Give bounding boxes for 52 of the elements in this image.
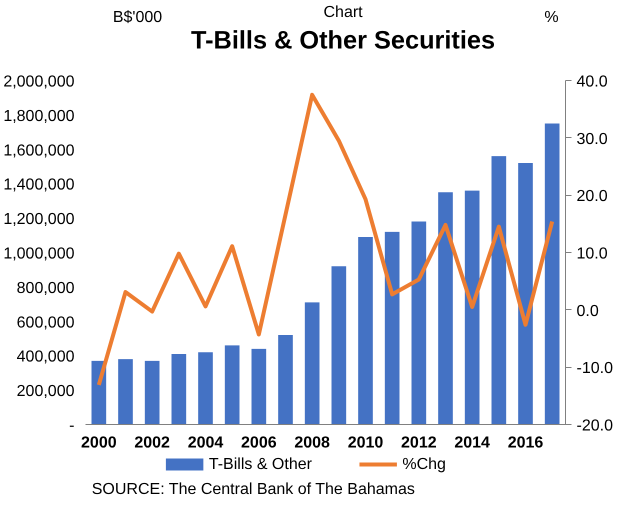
y2-tick-label: 0.0 — [576, 302, 599, 320]
line-series — [96, 92, 554, 387]
y2-axis-title: % — [544, 9, 559, 26]
x-tick-label: 2010 — [348, 434, 384, 452]
y-tick-label: 1,000,000 — [3, 246, 75, 262]
x-tick-label: 2000 — [81, 434, 117, 452]
y2-tick-label: -10.0 — [576, 360, 614, 378]
y2-tick-label: 40.0 — [576, 74, 608, 90]
bar — [198, 352, 213, 424]
y-tick-label: 1,800,000 — [3, 108, 75, 125]
bar — [172, 354, 186, 424]
bar — [518, 163, 533, 424]
x-tick-label: 2014 — [454, 434, 490, 452]
x-tick-label: 2012 — [401, 434, 437, 452]
bar — [412, 222, 426, 424]
y-tick-label: 200,000 — [16, 383, 75, 400]
y-tick-label: 400,000 — [16, 348, 75, 366]
bar — [544, 124, 560, 424]
legend-label: T-Bills & Other — [208, 456, 313, 473]
bar — [358, 237, 373, 424]
x-tick-label: 2006 — [241, 434, 277, 452]
bar — [464, 190, 480, 424]
y2-tick-label: -20.0 — [576, 418, 614, 434]
x-tick-label: 2002 — [134, 434, 170, 452]
legend-label: %Chg — [402, 456, 446, 473]
y-axis-title: B$'000 — [112, 9, 162, 26]
chart-subtitle: Chart — [324, 4, 364, 21]
bar — [332, 266, 346, 424]
bar — [278, 335, 293, 424]
bar — [144, 360, 160, 424]
y-tick-label: 1,400,000 — [3, 176, 75, 194]
bar — [492, 156, 506, 424]
bar — [118, 359, 133, 424]
bar — [438, 192, 453, 424]
bar — [224, 345, 240, 424]
bar — [384, 232, 400, 424]
x-tick-label: 2008 — [294, 434, 330, 452]
x-tick-label: 2016 — [508, 434, 544, 452]
y2-tick-label: 30.0 — [576, 130, 608, 148]
source-note: SOURCE: The Central Bank of The Bahamas — [92, 481, 415, 498]
x-tick-label: 2004 — [188, 434, 224, 452]
y-tick-label: 1,200,000 — [3, 211, 75, 228]
y-tick-label: - — [69, 418, 74, 434]
y-tick-label: 600,000 — [16, 314, 75, 332]
bar — [304, 302, 320, 424]
y2-tick-label: 10.0 — [576, 246, 608, 262]
y-tick-label: 800,000 — [16, 280, 75, 297]
y2-tick-label: 20.0 — [576, 188, 608, 206]
y-tick-label: 1,600,000 — [3, 142, 75, 160]
y-tick-label: 2,000,000 — [3, 74, 75, 90]
chart-title: T-Bills & Other Securities — [191, 26, 496, 54]
bar — [252, 348, 266, 424]
